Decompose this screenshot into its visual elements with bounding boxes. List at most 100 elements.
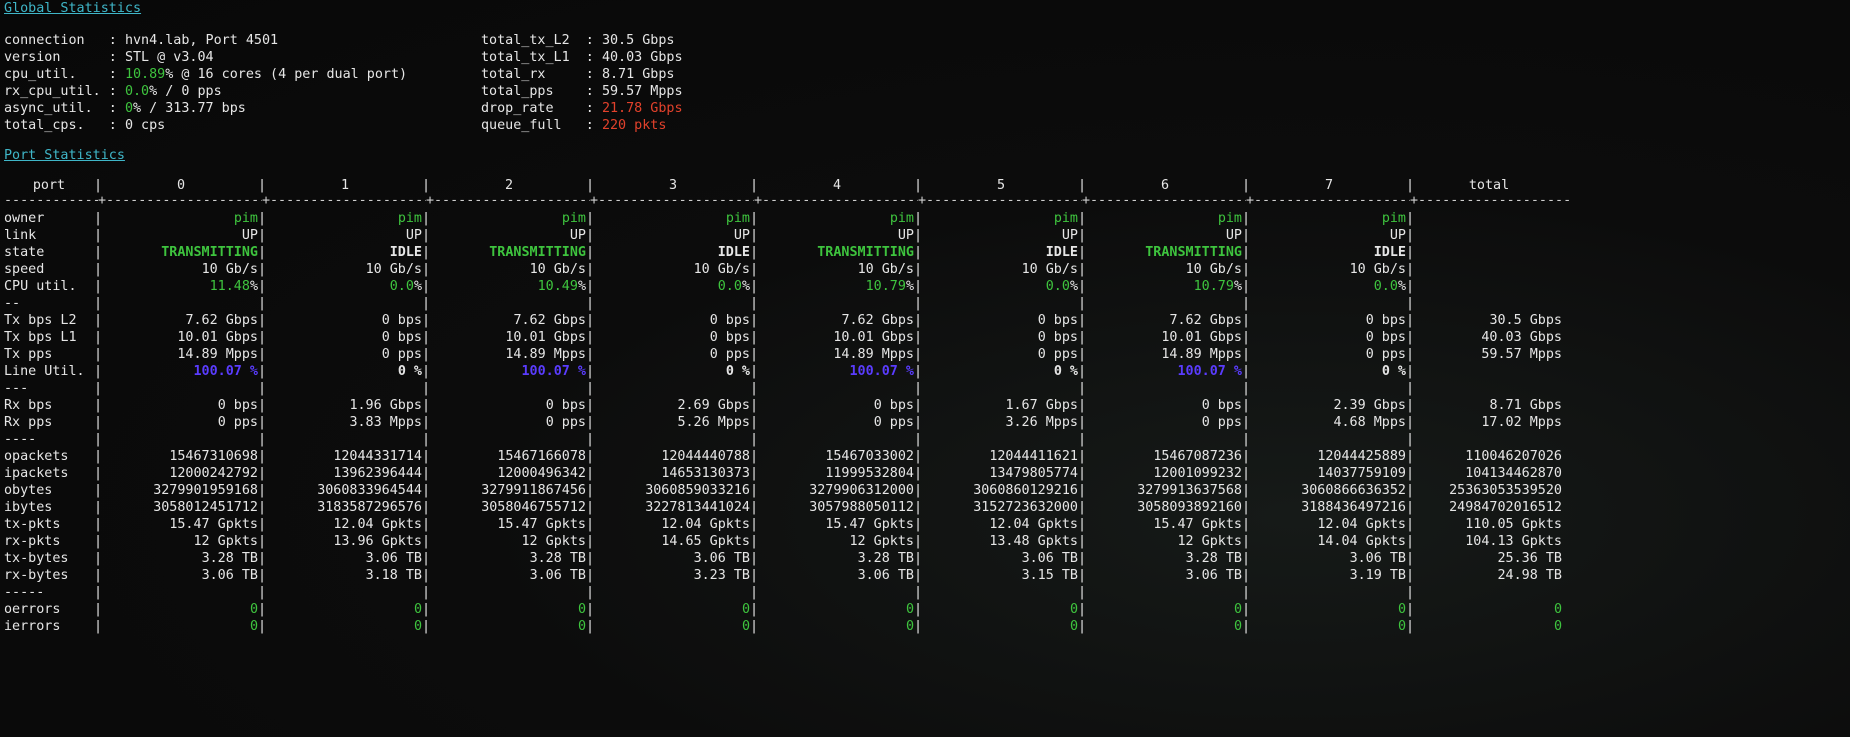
- port-4-value: [760, 295, 914, 312]
- row-label: ibytes: [4, 500, 53, 515]
- port-3-value: 0 bps: [596, 312, 750, 329]
- port-7-value: 2.39 Gbps: [1252, 397, 1406, 414]
- cell-value: UP: [733, 228, 750, 243]
- column-divider: |: [1406, 228, 1415, 243]
- column-divider: |: [422, 534, 431, 549]
- column-divider: |: [1242, 602, 1251, 617]
- port-1-value: 1.96 Gbps: [268, 397, 422, 414]
- column-divider: |: [750, 466, 759, 481]
- stat-key: queue_full: [481, 118, 578, 133]
- global-stat-line: queue_full : 220 pkts: [481, 117, 683, 134]
- column-divider: |: [94, 483, 103, 498]
- stat-key: rx_cpu_util.: [4, 84, 101, 99]
- global-stat-line: total_tx_L2 : 30.5 Gbps: [481, 32, 683, 49]
- stat-separator: :: [577, 118, 602, 133]
- table-row: obytes | 3279901959168 | 3060833964544 | 32799…: [4, 482, 1570, 499]
- port-6-value: pim: [1088, 210, 1242, 227]
- cell-value: 40.03 Gbps: [1481, 330, 1562, 345]
- port-5-value: 0 bps: [924, 329, 1078, 346]
- port-2-value: 12 Gpkts: [432, 533, 587, 550]
- port-5-value: 0 pps: [924, 346, 1078, 363]
- column-divider: |: [94, 262, 103, 277]
- cell-value: 10 Gb/s: [1185, 262, 1242, 277]
- column-divider: |: [914, 296, 923, 311]
- table-row: owner | pim | pim | pim | pim | pim | pim | pim | pim |: [4, 210, 1570, 227]
- port-3-value: 0 %: [596, 363, 750, 380]
- port-7-value: 12044425889: [1252, 448, 1406, 465]
- cell-value: 0 bps: [873, 398, 914, 413]
- port-4-value: 100.07 %: [760, 363, 915, 380]
- port-6-value: 0: [1088, 601, 1242, 618]
- row-label: Tx pps: [4, 347, 53, 362]
- column-divider: |: [94, 228, 103, 243]
- table-row: state | TRANSMITTING | IDLE | TRANSMITTING | IDL…: [4, 244, 1570, 261]
- cell-value: 100.07 %: [1177, 364, 1243, 379]
- cell-value: pim: [1053, 211, 1078, 226]
- port-3-value: 14.65 Gpkts: [596, 533, 750, 550]
- cell-value: 0 bps: [217, 398, 258, 413]
- column-divider: |: [422, 619, 431, 634]
- column-divider: |: [258, 262, 267, 277]
- column-divider: |: [422, 432, 431, 447]
- percent-sign: %: [905, 279, 914, 294]
- port-0-value: 12 Gpkts: [104, 533, 259, 550]
- port-3-value: [596, 380, 750, 397]
- row-label: ---: [4, 381, 29, 396]
- separator-dashes: ----------------------------------------: [4, 196, 98, 208]
- column-divider: |: [1078, 330, 1087, 345]
- cell-value: 15.47 Gpkts: [497, 517, 586, 532]
- port-2-value: 12000496342: [432, 465, 586, 482]
- cell-value: 100.07 %: [193, 364, 259, 379]
- percent-sign: %: [1397, 279, 1406, 294]
- column-divider: |: [258, 211, 267, 226]
- port-7-value: 0 %: [1252, 363, 1406, 380]
- column-divider: |: [1406, 568, 1415, 583]
- global-stat-line: total_pps : 59.57 Mpps: [481, 83, 683, 100]
- cell-value: 0 pps: [873, 415, 914, 430]
- cell-value: 1.67 Gbps: [1005, 398, 1078, 413]
- cell-value: 10 Gb/s: [1349, 262, 1406, 277]
- cell-value: TRANSMITTING: [489, 245, 586, 260]
- column-divider: |: [1242, 517, 1251, 532]
- column-divider: |: [422, 483, 431, 498]
- column-divider: |: [1242, 211, 1251, 226]
- column-divider: |: [914, 585, 923, 600]
- table-row: tx-pkts | 15.47 Gpkts | 12.04 Gpkts | 15.47 Gp…: [4, 516, 1570, 533]
- column-divider: |: [1078, 551, 1087, 566]
- column-divider: |: [422, 330, 431, 345]
- cell-value: 3.28 TB: [529, 551, 586, 566]
- cell-value: 3060833964544: [317, 483, 422, 498]
- stat-key: version: [4, 50, 101, 65]
- port-5-value: 3.15 TB: [924, 567, 1078, 584]
- separator-dashes: ----------------------------------------: [270, 196, 426, 208]
- cell-value: 2.39 Gbps: [1333, 398, 1406, 413]
- column-divider: |: [1078, 262, 1087, 277]
- port-6-value: 12 Gpkts: [1088, 533, 1243, 550]
- header-port-5: 5: [996, 178, 1006, 193]
- cell-value: 0 %: [725, 364, 750, 379]
- port-2-value: 3.06 TB: [432, 567, 586, 584]
- cell-value: 3.83 Mpps: [349, 415, 422, 430]
- port-0-value: [104, 295, 258, 312]
- cell-value: 12044440788: [661, 449, 750, 464]
- cell-value: 7.62 Gbps: [185, 313, 258, 328]
- column-divider: |: [1078, 415, 1087, 430]
- total-value: 110.05 Gpkts: [1416, 516, 1562, 533]
- column-divider: |: [1406, 534, 1415, 549]
- cell-value: 2.69 Gbps: [677, 398, 750, 413]
- port-3-value: 12.04 Gpkts: [596, 516, 750, 533]
- stat-separator: :: [100, 84, 125, 99]
- column-divider: |: [258, 619, 267, 634]
- percent-sign: %: [249, 279, 258, 294]
- column-divider: |: [750, 500, 759, 515]
- table-header-row: port | 0 | 1 | 2 | 3 | 4 | 5 | 6 | 7 | total: [4, 177, 1570, 196]
- cell-value: 14.04 Gpkts: [1317, 534, 1406, 549]
- port-6-value: [1088, 295, 1242, 312]
- total-value: 8.71 Gbps: [1416, 397, 1562, 414]
- cell-value: 0: [413, 619, 422, 634]
- port-0-value: 12000242792: [104, 465, 258, 482]
- column-divider: |: [1242, 178, 1251, 193]
- column-divider: |: [1242, 279, 1251, 294]
- port-5-value: 3.06 TB: [924, 550, 1078, 567]
- cell-value: 12000496342: [497, 466, 586, 481]
